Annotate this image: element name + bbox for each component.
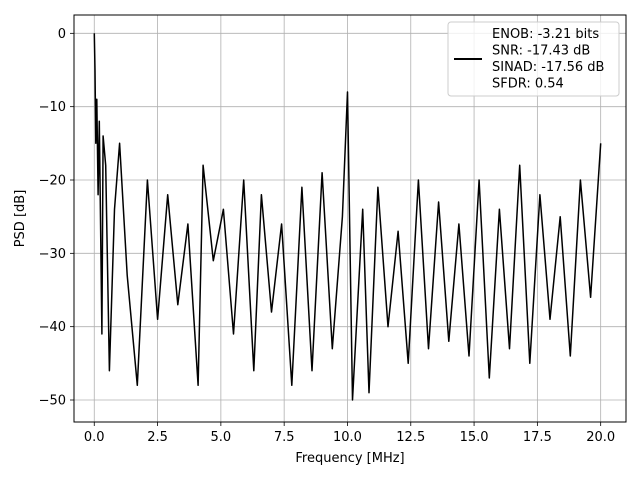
- y-tick-label: −10: [39, 100, 66, 115]
- x-tick-label: 12.5: [396, 430, 425, 445]
- legend-snr-text: SNR: -17.43 dB: [492, 44, 590, 59]
- legend-sfdr-text: SFDR: 0.54: [492, 77, 564, 92]
- legend-sinad-text: SINAD: -17.56 dB: [492, 60, 604, 75]
- x-tick-label: 5.0: [211, 430, 232, 445]
- x-tick-label: 2.5: [147, 430, 168, 445]
- x-tick-label: 10.0: [333, 430, 362, 445]
- axes-frame: [73, 14, 627, 423]
- y-tick-label: −40: [39, 320, 66, 335]
- legend: ENOB: -3.21 bits SNR: -17.43 dB SINAD: -…: [447, 21, 620, 97]
- x-tick-label: 7.5: [274, 430, 295, 445]
- y-axis-label: PSD [dB]: [13, 190, 28, 248]
- y-tick-label: −20: [39, 174, 66, 189]
- legend-enob-text: ENOB: -3.21 bits: [492, 27, 599, 42]
- psd-series-line: [93, 33, 602, 401]
- y-tick-label: −30: [39, 247, 66, 262]
- x-axis-label: Frequency [MHz]: [295, 451, 404, 466]
- y-tick-label: 0: [58, 27, 66, 42]
- x-tick-label: 17.5: [523, 430, 552, 445]
- y-tick-label: −50: [39, 394, 66, 409]
- ticks: 0.0 2.5 5.0 7.5 10.0 12.5 15.0 17.5 20.0 0 −10 −20 −…: [39, 27, 616, 445]
- x-tick-label: 20.0: [586, 430, 615, 445]
- x-tick-label: 15.0: [460, 430, 489, 445]
- legend-box: [447, 21, 620, 97]
- series-layer: [93, 33, 602, 401]
- x-tick-label: 0.0: [84, 430, 105, 445]
